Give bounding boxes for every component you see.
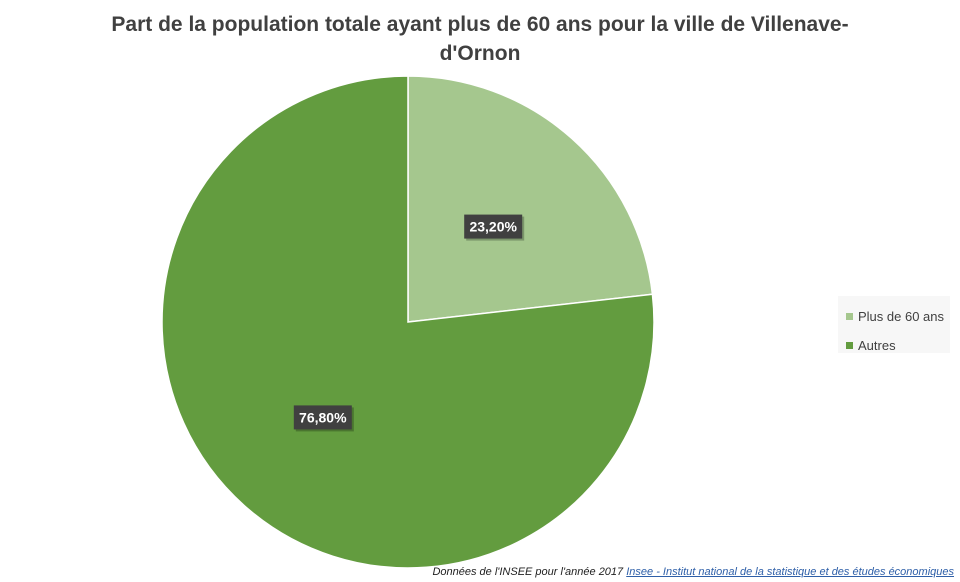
source-footer: Données de l'INSEE pour l'année 2017 Ins… (432, 566, 954, 578)
chart-title: Part de la population totale ayant plus … (111, 13, 849, 65)
pie-slice-autres (161, 75, 655, 569)
legend-label-autres: Autres (858, 338, 896, 353)
legend-swatch-plus-de-60-ans (846, 313, 853, 320)
legend-label-plus-de-60-ans: Plus de 60 ans (858, 309, 945, 324)
source-text: Données de l'INSEE pour l'année 2017 (432, 566, 624, 578)
pie-slice-plus-de-60-ans (407, 75, 654, 323)
legend-item-plus-de-60-ans: Plus de 60 ans (846, 302, 950, 331)
chart-legend: Plus de 60 ans Autres (838, 296, 950, 353)
data-label-plus-de-60-ans: 23,20% (464, 214, 525, 241)
insee-link[interactable]: Insee - Institut national de la statisti… (626, 566, 954, 578)
svg-text:23,20%: 23,20% (469, 219, 517, 235)
svg-text:76,80%: 76,80% (299, 409, 347, 425)
legend-item-autres: Autres (846, 331, 950, 360)
legend-swatch-autres (846, 342, 853, 349)
data-label-autres: 76,80% (293, 405, 354, 432)
